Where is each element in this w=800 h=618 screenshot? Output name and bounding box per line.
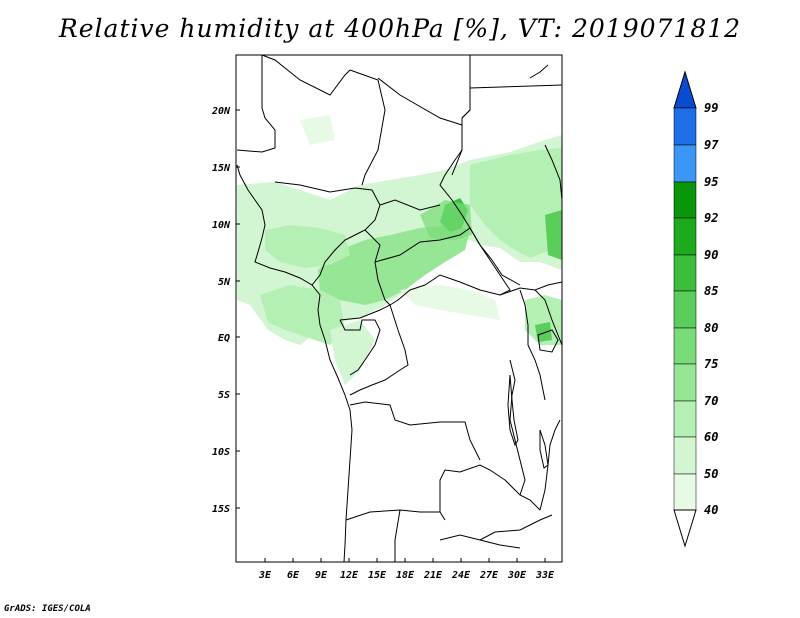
- lake-victoria: [537, 329, 559, 353]
- lon-label: 12E: [340, 570, 359, 581]
- colorbar-top-arrow: [673, 70, 697, 109]
- colorbar-label: 70: [704, 394, 718, 408]
- lon-label: 33E: [535, 570, 555, 581]
- border-drc-east: [509, 359, 526, 496]
- colorbar-label: 60: [704, 430, 718, 444]
- lon-label: 3E: [258, 570, 272, 581]
- colorbar-swatch-85-90: [673, 254, 697, 292]
- border-burkina: [236, 55, 276, 153]
- colorbar-label: 85: [704, 284, 718, 298]
- lat-label: 5S: [218, 390, 230, 401]
- border-nigeria-north: [274, 181, 381, 286]
- border-uganda: [519, 289, 546, 401]
- colorbar-swatch-90-92: [673, 217, 697, 256]
- lat-label: 15N: [212, 163, 231, 174]
- lon-label: 6E: [287, 570, 300, 581]
- border-botswana: [439, 534, 521, 549]
- map-frame: [235, 54, 563, 563]
- lon-label: 21E: [423, 570, 443, 581]
- colorbar-bottom-arrow: [673, 509, 697, 548]
- colorbar-label: 40: [704, 503, 718, 517]
- border-mozambique: [539, 419, 561, 511]
- colorbar-swatch-92-95: [673, 181, 697, 219]
- colorbar-swatch-97-99: [673, 107, 697, 146]
- border-angola-south: [345, 509, 446, 521]
- colorbar-swatch-60-70: [673, 400, 697, 438]
- map-title: Relative humidity at 400hPa [%], VT: 201…: [58, 14, 742, 43]
- lat-label: 5N: [218, 277, 231, 288]
- rh-area-gulf: [260, 285, 345, 345]
- lake-tanganyika: [507, 374, 519, 447]
- border-gabon: [339, 319, 381, 376]
- colorbar-label: 97: [704, 138, 719, 152]
- border-chad-east: [439, 149, 521, 286]
- rh-area-cameroon: [318, 225, 470, 305]
- colorbar-label: 92: [704, 211, 718, 225]
- border-congo-drc: [349, 304, 409, 396]
- lon-label: 15E: [368, 570, 387, 581]
- red-sea-coast: [529, 64, 549, 79]
- credit-label: GrADS: IGES/COLA: [4, 604, 91, 614]
- border-car: [374, 227, 511, 306]
- border-cameroon: [339, 229, 391, 321]
- lat-axis: 20N 15N 10N 5N EQ 5S 10S 15S: [211, 106, 240, 515]
- colorbar-label: 95: [704, 175, 718, 189]
- lake-malawi: [539, 429, 549, 469]
- country-borders: [236, 54, 563, 563]
- lat-label: 20N: [211, 106, 231, 117]
- colorbar: 99 97 95 92 90 85 80 75 70 60 50 40: [673, 70, 719, 548]
- colorbar-swatch-95-97: [673, 144, 697, 183]
- lat-label: 15S: [212, 504, 230, 515]
- border-mali-niger: [349, 69, 386, 186]
- colorbar-swatch-50-60: [673, 436, 697, 475]
- colorbar-label: 90: [704, 248, 718, 262]
- border-mauritania-mali: [261, 54, 351, 96]
- border-ssudan-kenya: [534, 289, 563, 346]
- border-namibia-botswana: [394, 509, 401, 562]
- lon-axis: 3E 6E 9E 12E 15E 18E 21E 24E 27E 30E 33E: [258, 558, 555, 581]
- border-zimbabwe: [479, 514, 553, 541]
- colorbar-label: 80: [704, 321, 718, 335]
- rh-area-east: [545, 210, 562, 260]
- border-chad-sudan: [469, 84, 563, 89]
- lat-label: 10N: [212, 220, 231, 231]
- rh-area-sudan: [470, 148, 562, 258]
- lon-label: 27E: [479, 570, 499, 581]
- colorbar-swatch-80-85: [673, 290, 697, 329]
- border-ethiopia: [544, 144, 563, 201]
- colorbar-swatch-40-50: [673, 473, 697, 511]
- lon-label: 24E: [451, 570, 471, 581]
- coastline-west: [236, 164, 353, 563]
- colorbar-label: 50: [704, 467, 718, 481]
- border-libya: [451, 55, 471, 176]
- rh-area-congo-mid: [400, 285, 500, 320]
- colorbar-swatch-75-80: [673, 327, 697, 365]
- rh-area-great-lakes: [525, 295, 562, 345]
- lon-label: 30E: [507, 570, 527, 581]
- rh-area-congo-west: [330, 320, 375, 385]
- border-algeria-niger: [377, 77, 463, 126]
- lat-label: 10S: [212, 447, 230, 458]
- humidity-field: [237, 115, 562, 385]
- rh-area-north-speckle: [300, 115, 335, 145]
- lon-label: 9E: [315, 570, 328, 581]
- rh-area-lake-spot: [535, 322, 552, 342]
- colorbar-label: 99: [704, 101, 718, 115]
- border-niger-chad: [379, 199, 441, 211]
- border-angola-north: [349, 401, 481, 461]
- border-zambia: [439, 464, 541, 512]
- border-libya-egypt-coast: [461, 55, 471, 119]
- lat-label: EQ: [218, 333, 230, 344]
- colorbar-label: 75: [704, 357, 718, 371]
- colorbar-swatch-70-75: [673, 363, 697, 402]
- lon-label: 18E: [396, 570, 415, 581]
